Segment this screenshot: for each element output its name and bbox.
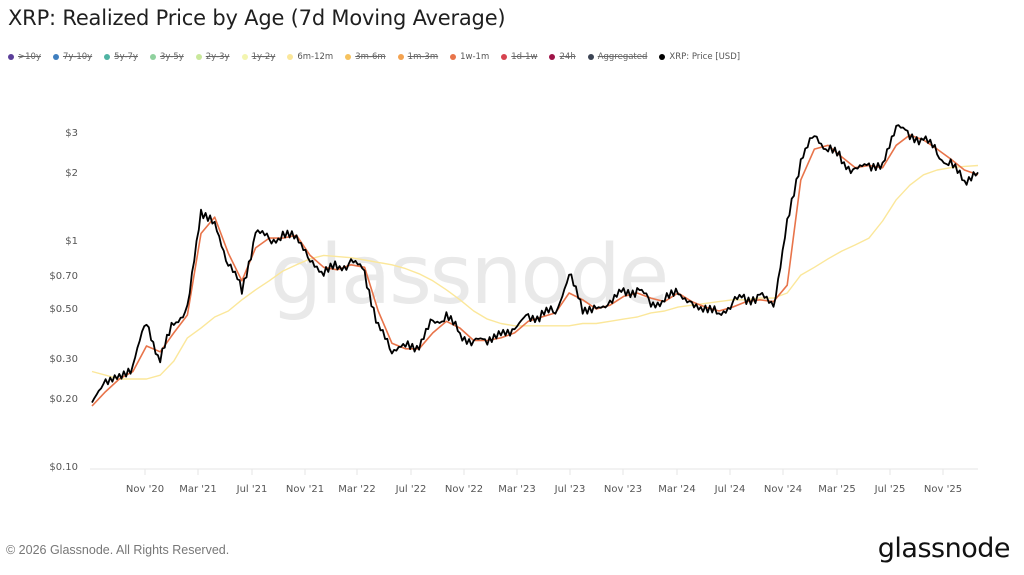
legend-label: >10y [18, 52, 41, 62]
x-tick-label: Mar '23 [498, 484, 536, 495]
x-tick-label: Nov '24 [763, 484, 803, 495]
legend-label: 6m-12m [297, 52, 334, 62]
x-tick-label: Nov '23 [603, 484, 643, 495]
legend-dot-icon [149, 54, 156, 60]
y-tick-label: $2 [65, 167, 78, 179]
y-tick-label: $0.20 [49, 393, 78, 405]
legend-dot-icon [104, 54, 111, 60]
x-tick-label: Nov '22 [444, 484, 484, 495]
legend-item[interactable]: XRP: Price [USD] [659, 52, 740, 62]
legend-label: 1y-2y [251, 52, 276, 62]
legend-label: 1w-1m [460, 52, 490, 62]
legend-dot-icon [8, 54, 14, 60]
legend-label: 1d-1w [511, 52, 538, 62]
x-tick-label: Nov '25 [923, 484, 963, 495]
legend-item[interactable]: 2y-3y [195, 52, 230, 62]
legend-dot-icon [501, 54, 508, 60]
legend-dot-icon [345, 54, 352, 60]
y-tick-label: $0.50 [49, 303, 78, 315]
legend-item[interactable]: 1d-1w [501, 52, 537, 62]
legend-dot-icon [287, 54, 294, 60]
legend-item[interactable]: 3m-6m [345, 52, 386, 62]
chart-plot-area [90, 124, 979, 475]
legend-item[interactable]: 6m-12m [287, 52, 333, 62]
legend-label: 24h [559, 52, 576, 62]
y-tick-label: $3 [65, 128, 78, 139]
x-tick-label: Jul '23 [554, 484, 586, 495]
legend-label: 5y-7y [114, 52, 138, 62]
y-tick-label: $1 [65, 235, 78, 247]
legend-item[interactable]: 7y-10y [52, 52, 93, 62]
chart-legend: >10y 7y-10y 5y-7y 3y-5y 2y-3y 1y-2y 6m-12m 3m-6… [8, 52, 752, 62]
legend-item[interactable]: 5y-7y [104, 52, 138, 62]
price-line [91, 124, 979, 404]
legend-dot-icon [397, 54, 404, 60]
legend-dot-icon [659, 54, 666, 60]
x-tick-label: Mar '22 [338, 484, 376, 495]
legend-dot-icon [587, 54, 594, 60]
legend-label: 2y-3y [205, 52, 230, 62]
y-tick-label: $0.10 [49, 462, 78, 473]
legend-item[interactable]: >10y [8, 52, 41, 62]
legend-item[interactable]: 24h [549, 52, 576, 62]
realized-1w-1m-line [91, 134, 979, 407]
chart-title: XRP: Realized Price by Age (7d Moving Av… [8, 6, 506, 30]
x-tick-label: Jul '22 [395, 484, 427, 495]
legend-dot-icon [52, 54, 59, 60]
y-tick-label: $0.70 [49, 270, 78, 282]
x-tick-label: Nov '20 [125, 484, 165, 495]
legend-dot-icon [549, 54, 556, 60]
legend-dot-icon [450, 54, 457, 60]
legend-dot-icon [195, 54, 202, 60]
glassnode-logo: glassnode [877, 533, 1011, 564]
x-tick-label: Mar '25 [818, 484, 856, 495]
x-tick-label: Jul '24 [714, 484, 746, 495]
legend-label: 3y-5y [159, 52, 184, 62]
legend-item[interactable]: Aggregated [587, 52, 648, 62]
legend-item[interactable]: 1y-2y [241, 52, 276, 62]
x-tick-label: Nov '21 [285, 484, 325, 495]
copyright-text: © 2026 Glassnode. All Rights Reserved. [6, 543, 230, 557]
legend-item[interactable]: 1m-3m [397, 52, 439, 62]
legend-label: 3m-6m [355, 52, 386, 62]
legend-label: 1m-3m [407, 52, 439, 62]
legend-label: XRP: Price [USD] [669, 52, 741, 62]
legend-label: Aggregated [597, 52, 648, 62]
y-tick-label: $0.30 [49, 354, 78, 366]
legend-label: 7y-10y [62, 52, 93, 62]
x-tick-label: Mar '21 [179, 484, 217, 495]
legend-item[interactable]: 3y-5y [149, 52, 184, 62]
x-tick-label: Mar '24 [658, 484, 696, 495]
legend-dot-icon [241, 54, 248, 60]
x-tick-label: Jul '21 [236, 484, 268, 495]
legend-item[interactable]: 1w-1m [450, 52, 489, 62]
x-tick-label: Jul '25 [874, 484, 906, 495]
realized-6m-12m-line [91, 164, 979, 380]
